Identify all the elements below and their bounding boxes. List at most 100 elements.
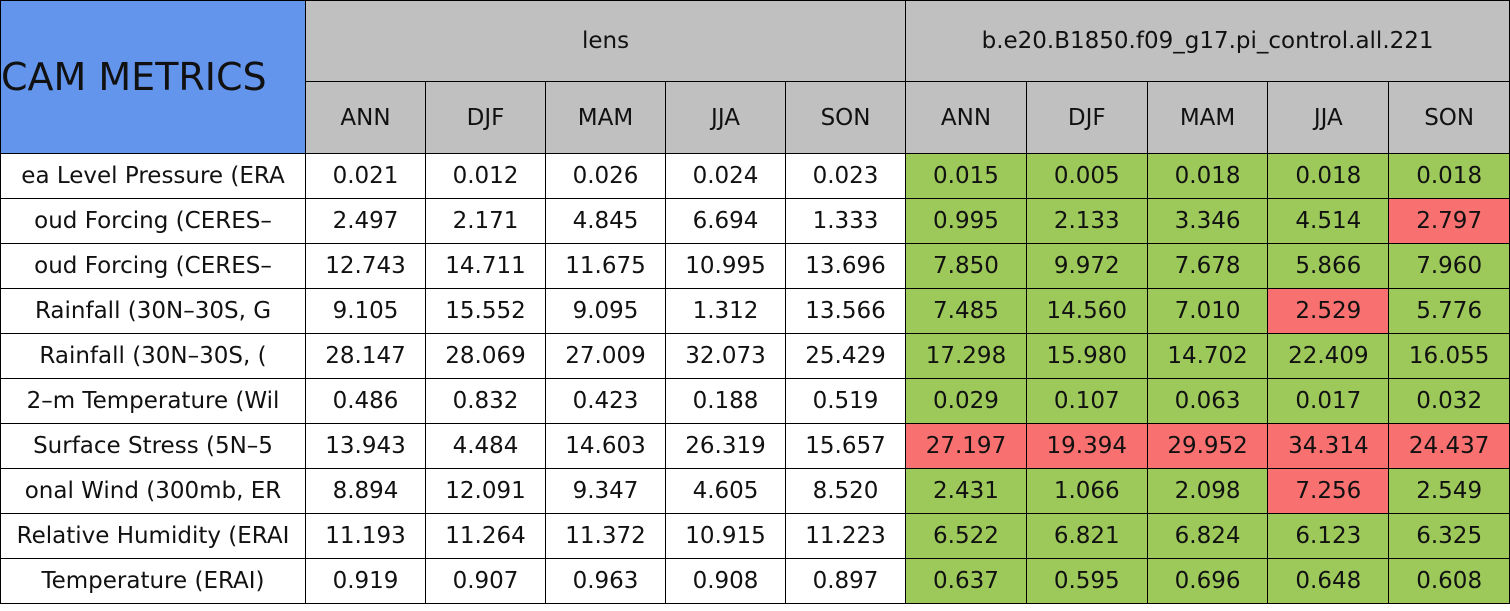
value-cell: 0.063 bbox=[1146, 378, 1269, 424]
value-cell: 7.678 bbox=[1146, 243, 1269, 289]
value-cell: 0.897 bbox=[784, 558, 907, 604]
value-cell: 4.484 bbox=[425, 423, 546, 469]
value-cell: 16.055 bbox=[1388, 333, 1510, 379]
value-cell: 10.915 bbox=[665, 513, 786, 559]
table-row: oud Forcing (CERES– 12.743 14.711 11.675 10.… bbox=[0, 243, 1510, 289]
value-cell: 0.107 bbox=[1025, 378, 1148, 424]
value-cell: 2.529 bbox=[1267, 288, 1390, 334]
value-cell: 0.608 bbox=[1388, 558, 1510, 604]
value-cell: 28.069 bbox=[425, 333, 546, 379]
table-row: Rainfall (30N–30S, G 9.105 15.552 9.095 1.31… bbox=[0, 288, 1510, 334]
value-cell: 27.009 bbox=[545, 333, 666, 379]
value-cell: 14.560 bbox=[1025, 288, 1148, 334]
value-cell: 0.029 bbox=[905, 378, 1027, 424]
value-cell: 15.980 bbox=[1025, 333, 1148, 379]
table-title: CAM METRICS bbox=[0, 0, 306, 154]
row-label: onal Wind (300mb, ER bbox=[0, 468, 306, 514]
value-cell: 11.372 bbox=[545, 513, 666, 559]
value-cell: 7.485 bbox=[905, 288, 1027, 334]
season-header: DJF bbox=[1025, 81, 1148, 154]
value-cell: 14.702 bbox=[1146, 333, 1269, 379]
value-cell: 0.188 bbox=[665, 378, 786, 424]
value-cell: 0.018 bbox=[1146, 153, 1269, 199]
value-cell: 26.319 bbox=[665, 423, 786, 469]
value-cell: 8.520 bbox=[784, 468, 907, 514]
value-cell: 0.832 bbox=[425, 378, 546, 424]
value-cell: 22.409 bbox=[1267, 333, 1390, 379]
row-label: oud Forcing (CERES– bbox=[0, 243, 306, 289]
value-cell: 8.894 bbox=[305, 468, 426, 514]
value-cell: 0.021 bbox=[305, 153, 426, 199]
season-header: ANN bbox=[305, 81, 426, 154]
value-cell: 0.015 bbox=[905, 153, 1027, 199]
value-cell: 0.995 bbox=[905, 198, 1027, 244]
value-cell: 2.431 bbox=[905, 468, 1027, 514]
row-label: Relative Humidity (ERAI bbox=[0, 513, 306, 559]
table-row: onal Wind (300mb, ER 8.894 12.091 9.347 4.60… bbox=[0, 468, 1510, 514]
value-cell: 2.098 bbox=[1146, 468, 1269, 514]
value-cell: 0.637 bbox=[905, 558, 1027, 604]
season-header: MAM bbox=[1146, 81, 1269, 154]
value-cell: 0.907 bbox=[425, 558, 546, 604]
value-cell: 9.347 bbox=[545, 468, 666, 514]
value-cell: 13.566 bbox=[784, 288, 907, 334]
value-cell: 11.193 bbox=[305, 513, 426, 559]
value-cell: 6.694 bbox=[665, 198, 786, 244]
value-cell: 10.995 bbox=[665, 243, 786, 289]
value-cell: 0.017 bbox=[1267, 378, 1390, 424]
value-cell: 9.972 bbox=[1025, 243, 1148, 289]
value-cell: 11.264 bbox=[425, 513, 546, 559]
value-cell: 0.963 bbox=[545, 558, 666, 604]
value-cell: 7.256 bbox=[1267, 468, 1390, 514]
row-label: Temperature (ERAI) bbox=[0, 558, 306, 604]
row-label: Rainfall (30N–30S, G bbox=[0, 288, 306, 334]
value-cell: 0.026 bbox=[545, 153, 666, 199]
value-cell: 2.797 bbox=[1388, 198, 1510, 244]
value-cell: 1.312 bbox=[665, 288, 786, 334]
value-cell: 0.908 bbox=[665, 558, 786, 604]
value-cell: 32.073 bbox=[665, 333, 786, 379]
row-label: oud Forcing (CERES– bbox=[0, 198, 306, 244]
table-row: Relative Humidity (ERAI 11.193 11.264 11.37… bbox=[0, 513, 1510, 559]
value-cell: 2.549 bbox=[1388, 468, 1510, 514]
value-cell: 6.821 bbox=[1025, 513, 1148, 559]
value-cell: 0.024 bbox=[665, 153, 786, 199]
value-cell: 6.123 bbox=[1267, 513, 1390, 559]
value-cell: 3.346 bbox=[1146, 198, 1269, 244]
value-cell: 9.095 bbox=[545, 288, 666, 334]
value-cell: 0.486 bbox=[305, 378, 426, 424]
value-cell: 14.603 bbox=[545, 423, 666, 469]
value-cell: 25.429 bbox=[784, 333, 907, 379]
value-cell: 6.824 bbox=[1146, 513, 1269, 559]
value-cell: 4.845 bbox=[545, 198, 666, 244]
row-label: 2–m Temperature (Wil bbox=[0, 378, 306, 424]
table-row: ea Level Pressure (ERA 0.021 0.012 0.026 0.0… bbox=[0, 153, 1510, 199]
value-cell: 13.943 bbox=[305, 423, 426, 469]
group-header: lens bbox=[304, 0, 907, 82]
value-cell: 4.605 bbox=[665, 468, 786, 514]
value-cell: 4.514 bbox=[1267, 198, 1390, 244]
group-header: b.e20.B1850.f09_g17.pi_control.all.221 bbox=[905, 0, 1510, 82]
value-cell: 7.850 bbox=[905, 243, 1027, 289]
value-cell: 2.133 bbox=[1025, 198, 1148, 244]
row-label: Surface Stress (5N–5 bbox=[0, 423, 306, 469]
value-cell: 0.648 bbox=[1267, 558, 1390, 604]
value-cell: 11.675 bbox=[545, 243, 666, 289]
value-cell: 7.960 bbox=[1388, 243, 1510, 289]
value-cell: 1.066 bbox=[1025, 468, 1148, 514]
value-cell: 0.919 bbox=[305, 558, 426, 604]
season-header: SON bbox=[784, 81, 907, 154]
value-cell: 0.018 bbox=[1388, 153, 1510, 199]
value-cell: 29.952 bbox=[1146, 423, 1269, 469]
value-cell: 9.105 bbox=[305, 288, 426, 334]
season-header: SON bbox=[1388, 81, 1510, 154]
value-cell: 6.325 bbox=[1388, 513, 1510, 559]
season-header: DJF bbox=[425, 81, 546, 154]
value-cell: 28.147 bbox=[305, 333, 426, 379]
value-cell: 0.423 bbox=[545, 378, 666, 424]
value-cell: 0.012 bbox=[425, 153, 546, 199]
value-cell: 12.091 bbox=[425, 468, 546, 514]
value-cell: 6.522 bbox=[905, 513, 1027, 559]
row-label: Rainfall (30N–30S, ( bbox=[0, 333, 306, 379]
